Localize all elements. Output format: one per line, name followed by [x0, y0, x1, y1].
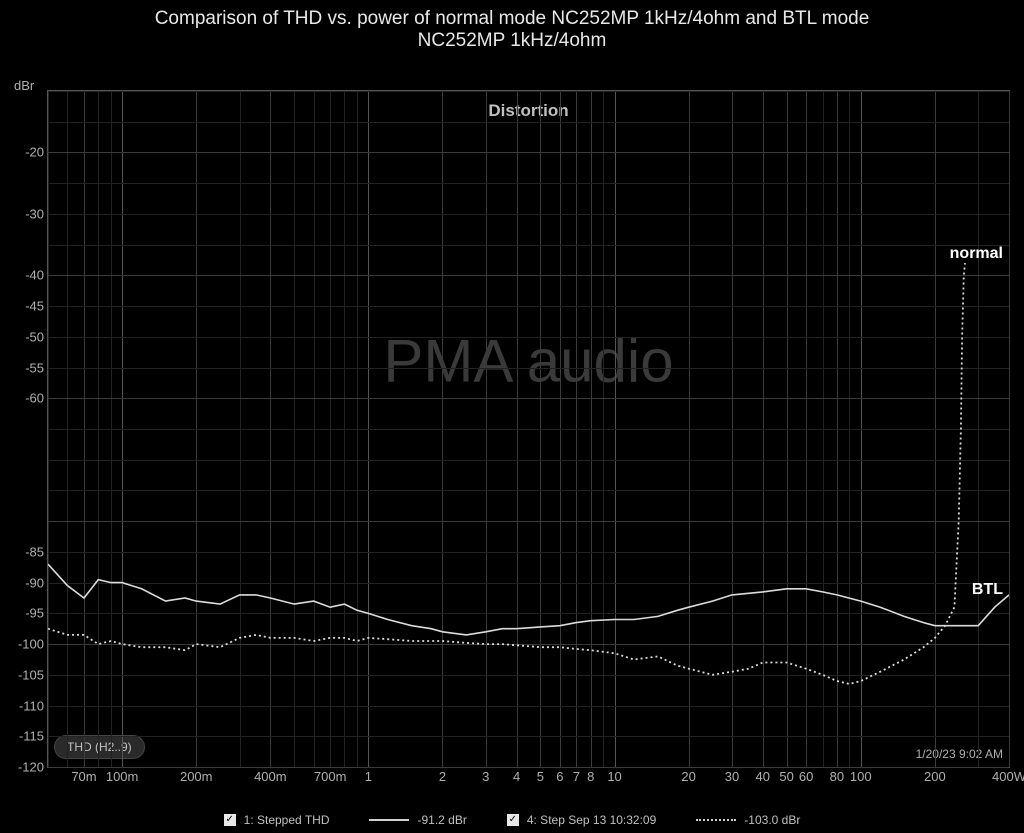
x-axis-label: 20: [681, 767, 695, 784]
y-axis-label: -120: [18, 760, 48, 775]
annotation-btl: BTL: [972, 581, 1003, 599]
x-axis-label: 80: [830, 767, 844, 784]
grid-horizontal: [48, 767, 1009, 768]
legend-line-sample: [369, 819, 409, 821]
x-axis-label: 30: [725, 767, 739, 784]
annotation-normal: normal: [950, 245, 1003, 263]
y-axis-label: -90: [25, 575, 48, 590]
x-axis-label: 5: [537, 767, 544, 784]
y-axis-label: -50: [25, 329, 48, 344]
x-axis-label: 3: [482, 767, 489, 784]
chart-container: dBr Distortion PMA audio THD (H2..9) 1/2…: [14, 80, 1010, 793]
x-axis-label: 100m: [106, 767, 139, 784]
y-axis-label: -30: [25, 206, 48, 221]
x-axis-label: 4: [513, 767, 520, 784]
legend-item[interactable]: ✓ 4: Step Sep 13 10:32:09: [507, 813, 656, 827]
x-axis-label: 7: [573, 767, 580, 784]
series-BTL: [48, 564, 1009, 635]
x-axis-label: 400m: [254, 767, 287, 784]
checkbox-icon[interactable]: ✓: [224, 814, 236, 826]
y-axis-label: -110: [19, 698, 48, 713]
checkbox-icon[interactable]: ✓: [507, 814, 519, 826]
x-axis-label: 2: [439, 767, 446, 784]
legend-value: -103.0 dBr: [744, 813, 800, 827]
chart-title-line2: NC252MP 1kHz/4ohm: [20, 30, 1004, 52]
y-axis-label: -100: [18, 637, 48, 652]
legend-label: 1: Stepped THD: [244, 813, 330, 827]
x-axis-label: 200m: [180, 767, 213, 784]
series-normal: [48, 263, 965, 684]
grid-vertical: [1009, 91, 1010, 767]
y-axis-label: -55: [25, 360, 48, 375]
y-axis-label: -20: [25, 145, 48, 160]
plot-area: Distortion PMA audio THD (H2..9) 1/20/23…: [47, 90, 1010, 768]
x-axis-label: 10: [607, 767, 621, 784]
series-layer: [48, 91, 1009, 767]
y-axis-label: -95: [25, 606, 48, 621]
y-axis-label: -85: [25, 544, 48, 559]
legend-label: 4: Step Sep 13 10:32:09: [527, 813, 656, 827]
x-axis-label: 6: [556, 767, 563, 784]
legend-value-item: -103.0 dBr: [696, 813, 800, 827]
x-axis-label: 70m: [71, 767, 96, 784]
x-axis-label: 50: [779, 767, 793, 784]
y-axis-label: -105: [18, 667, 48, 682]
y-axis-unit: dBr: [14, 78, 34, 93]
legend: ✓ 1: Stepped THD -91.2 dBr ✓ 4: Step Sep 13 …: [0, 813, 1024, 827]
legend-value-item: -91.2 dBr: [369, 813, 466, 827]
y-axis-label: -45: [25, 299, 48, 314]
chart-title-line1: Comparison of THD vs. power of normal mo…: [20, 8, 1004, 30]
legend-line-sample: [696, 819, 736, 821]
y-axis-label: -60: [25, 391, 48, 406]
x-axis-label: 60: [799, 767, 813, 784]
legend-item[interactable]: ✓ 1: Stepped THD: [224, 813, 330, 827]
x-axis-label: 100: [850, 767, 872, 784]
x-axis-label: 40: [756, 767, 770, 784]
legend-value: -91.2 dBr: [417, 813, 466, 827]
x-axis-label: 700m: [314, 767, 347, 784]
y-axis-label: -115: [19, 729, 48, 744]
x-axis-label: 8: [587, 767, 594, 784]
x-axis-label: 200: [924, 767, 946, 784]
x-axis-label: 400W: [992, 767, 1024, 784]
x-axis-label: 1: [365, 767, 372, 784]
y-axis-label: -40: [25, 268, 48, 283]
